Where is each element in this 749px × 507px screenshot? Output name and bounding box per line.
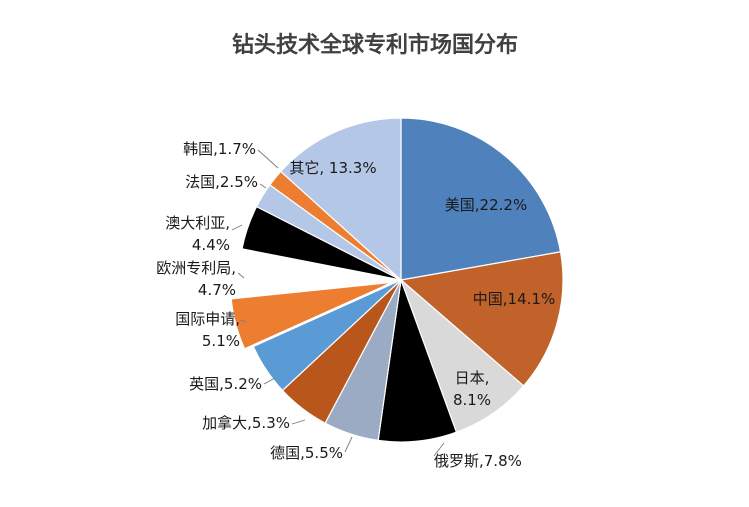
slice-label: 欧洲专利局, 4.7% [156, 259, 236, 299]
pie-slice [230, 281, 393, 350]
leader-line [291, 419, 306, 425]
slice-label: 法国,2.5% [185, 173, 258, 191]
slice-label: 中国,14.1% [473, 290, 555, 308]
pie-slice [252, 279, 402, 392]
slice-label: 韩国,1.7% [183, 140, 256, 158]
slice-label: 国际申请, 5.1% [175, 310, 240, 350]
slice-label: 美国,22.2% [445, 196, 527, 214]
slice-label: 德国,5.5% [270, 444, 343, 462]
leader-line [433, 442, 445, 457]
pie-slice [399, 251, 564, 387]
pie-slice [279, 117, 402, 282]
leader-line [259, 183, 267, 189]
slice-label: 俄罗斯,7.8% [434, 452, 522, 470]
leader-line [263, 377, 276, 385]
slice-label: 日本, 8.1% [453, 369, 491, 409]
pie-slice [400, 117, 562, 281]
leader-line [231, 224, 243, 231]
leader-line [257, 149, 279, 169]
leader-line [239, 319, 247, 323]
chart-title: 钻头技术全球专利市场国分布 [232, 32, 518, 58]
slice-label: 其它, 13.3% [289, 159, 376, 177]
leader-line [237, 272, 245, 279]
slice-label: 英国,5.2% [189, 375, 262, 393]
slice-label: 澳大利亚, 4.4% [165, 214, 230, 254]
leader-line [344, 436, 353, 453]
slice-label: 加拿大,5.3% [202, 414, 290, 432]
